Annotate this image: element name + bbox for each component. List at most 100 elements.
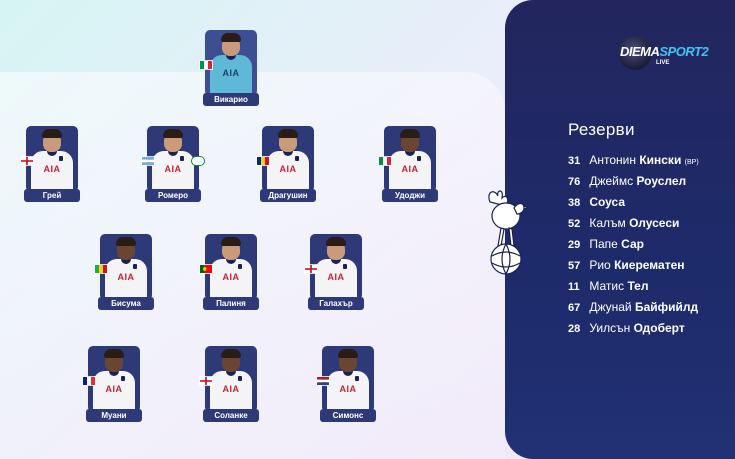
jersey: AIA xyxy=(267,151,309,192)
player-photo: AIA xyxy=(26,126,78,192)
player-hair xyxy=(338,349,358,358)
sub-number: 52 xyxy=(568,218,581,230)
player-card-midfielder[interactable]: AIA Галахър xyxy=(304,234,364,310)
jersey: AIA xyxy=(210,55,252,96)
netherlands-flag-icon xyxy=(316,376,330,386)
player-photo: AIA xyxy=(310,234,362,300)
player-photo: AIA xyxy=(205,30,257,96)
player-card-forward[interactable]: AIA Муани xyxy=(82,346,142,422)
argentina-flag-icon xyxy=(141,156,155,166)
jersey-collar xyxy=(168,151,178,156)
jersey-collar xyxy=(283,151,293,156)
jersey: AIA xyxy=(389,151,431,192)
sponsor-text: AIA xyxy=(222,272,240,282)
player-card-midfielder[interactable]: AIA Бисума xyxy=(94,234,154,310)
jersey-crest xyxy=(180,156,184,161)
logo-brand-main: DIEMA xyxy=(620,44,660,59)
player-name: Драгушин xyxy=(260,189,316,202)
broadcaster-logo: DIEMASPORT2 LIVE xyxy=(618,36,726,70)
jersey-crest xyxy=(355,376,359,381)
player-card-defender[interactable]: AIA Ромеро xyxy=(141,126,205,202)
england-flag-icon xyxy=(199,376,213,386)
player-name: Бисума xyxy=(98,297,154,310)
player-card-defender[interactable]: AIA Грей xyxy=(20,126,80,202)
player-card-forward[interactable]: AIA Соланке xyxy=(199,346,259,422)
sponsor-text: AIA xyxy=(105,384,123,394)
player-name: Ромеро xyxy=(145,189,201,202)
sub-first-name: Уилсън xyxy=(589,321,631,335)
player-photo: AIA xyxy=(147,126,199,192)
player-name: Удоджи xyxy=(382,189,438,202)
player-name: Соланке xyxy=(203,409,259,422)
jersey: AIA xyxy=(210,259,252,300)
player-photo: AIA xyxy=(88,346,140,412)
sub-number: 76 xyxy=(568,176,581,188)
player-hair xyxy=(163,129,183,138)
jersey-collar xyxy=(226,259,236,264)
cockerel-crest-icon xyxy=(488,190,528,275)
list-item: 29 Папе Сар xyxy=(568,234,699,255)
sub-first-name: Рио xyxy=(589,258,611,272)
jersey: AIA xyxy=(315,259,357,300)
substitutes-list: 31 Антонин Кински (ВР) 76 Джеймс Роуслел… xyxy=(568,150,699,339)
sub-last-name: Сар xyxy=(621,237,644,251)
jersey-collar xyxy=(331,259,341,264)
player-hair xyxy=(278,129,298,138)
sub-last-name: Тел xyxy=(627,279,649,293)
jersey-collar xyxy=(109,371,119,376)
sub-first-name: Папе xyxy=(589,237,618,251)
list-item: 52 Калъм Олусеси xyxy=(568,213,699,234)
jersey-crest xyxy=(343,264,347,269)
jersey-collar xyxy=(47,151,57,156)
jersey-collar xyxy=(121,259,131,264)
sub-number: 11 xyxy=(568,281,580,293)
player-hair xyxy=(42,129,62,138)
player-photo: AIA xyxy=(262,126,314,192)
player-card-midfielder[interactable]: AIA Палиня xyxy=(199,234,259,310)
jersey-crest xyxy=(238,376,242,381)
logo-brand-accent: SPORT2 xyxy=(659,44,709,59)
sponsor-text: AIA xyxy=(222,68,240,78)
player-card-defender[interactable]: AIA Удоджи xyxy=(378,126,438,202)
player-name: Симонс xyxy=(320,409,376,422)
substitutes-title: Резерви xyxy=(568,120,635,139)
sub-number: 67 xyxy=(568,302,581,314)
player-photo: AIA xyxy=(205,346,257,412)
player-card-forward[interactable]: AIA Симонс xyxy=(316,346,376,422)
jersey-collar xyxy=(226,55,236,60)
player-name: Викарио xyxy=(203,93,259,106)
player-photo: AIA xyxy=(205,234,257,300)
logo-text: DIEMASPORT2 xyxy=(620,44,709,59)
live-label: LIVE xyxy=(656,60,670,66)
list-item: 28 Уилсън Одоберт xyxy=(568,318,699,339)
mali-flag-icon xyxy=(94,264,108,274)
player-card-goalkeeper[interactable]: AIA Викарио xyxy=(199,30,259,106)
jersey-crest xyxy=(133,264,137,269)
sub-note: (ВР) xyxy=(684,159,699,166)
sub-first-name: Джунай xyxy=(589,300,632,314)
jersey: AIA xyxy=(327,371,369,412)
jersey-crest xyxy=(121,376,125,381)
sub-number: 31 xyxy=(568,155,581,167)
player-photo: AIA xyxy=(322,346,374,412)
player-name: Грей xyxy=(24,189,80,202)
sub-last-name: Кински xyxy=(639,153,682,167)
sub-number: 57 xyxy=(568,260,581,272)
sub-first-name: Антонин xyxy=(589,153,636,167)
player-name: Муани xyxy=(86,409,142,422)
sponsor-text: AIA xyxy=(117,272,135,282)
sponsor-text: AIA xyxy=(327,272,345,282)
sub-first-name: Калъм xyxy=(589,216,626,230)
player-hair xyxy=(400,129,420,138)
player-hair xyxy=(326,237,346,246)
player-card-defender[interactable]: AIA Драгушин xyxy=(256,126,316,202)
player-photo: AIA xyxy=(384,126,436,192)
player-hair xyxy=(104,349,124,358)
sponsor-text: AIA xyxy=(279,164,297,174)
sub-number: 28 xyxy=(568,323,581,335)
jersey-collar xyxy=(405,151,415,156)
secondary-flag-icon xyxy=(191,156,205,166)
england-flag-icon xyxy=(304,264,318,274)
italy-flag-icon xyxy=(199,60,213,70)
france-flag-icon xyxy=(82,376,96,386)
